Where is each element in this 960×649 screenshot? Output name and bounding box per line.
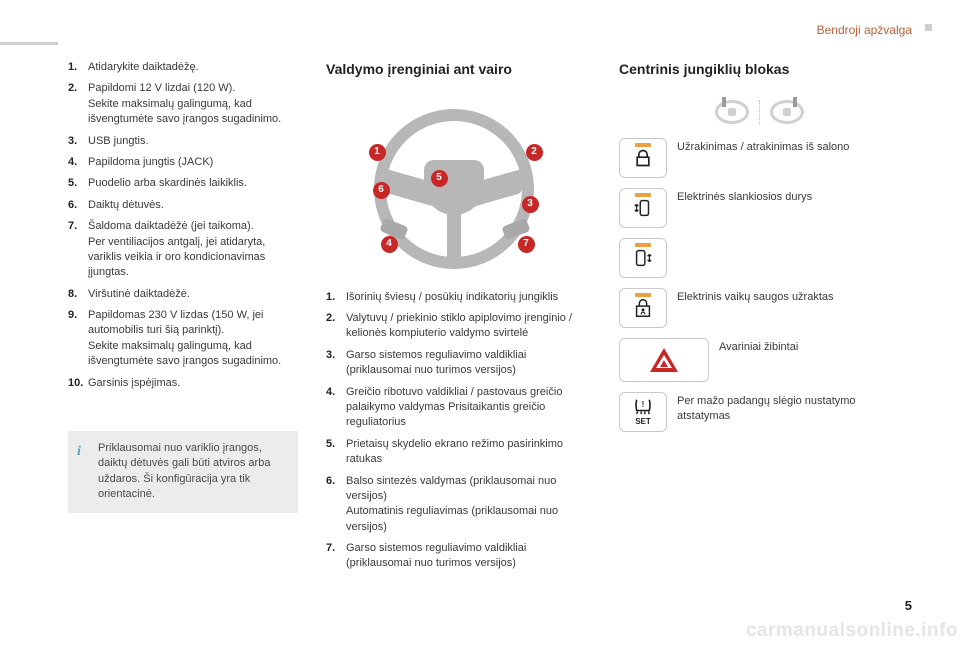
svg-text:!: !: [642, 399, 645, 408]
wheel-spoke: [447, 212, 461, 262]
callout-3: 3: [522, 196, 539, 213]
hazard-switch-icon: [619, 338, 709, 382]
steering-wheel-figure: 1 2 3 4 5 6 7: [339, 104, 579, 272]
lock-switch-icon: [619, 138, 667, 178]
list-item: 10.Garsinis įspėjimas.: [68, 376, 298, 391]
child-lock-icon: [632, 297, 654, 319]
list-item: 5.Prietaisų skydelio ekrano režimo pasir…: [326, 437, 591, 468]
page-content: 1.Atidarykite daiktadėžę. 2.Papildomi 12…: [0, 0, 960, 618]
tpms-switch-icon: ! SET: [619, 392, 667, 432]
callout-5: 5: [431, 170, 448, 187]
watermark: carmanualsonline.info: [746, 618, 958, 645]
callout-2: 2: [526, 144, 543, 161]
column-right: Centrinis jungiklių blokas Užrakinimas /…: [619, 60, 899, 578]
switch-row: [619, 238, 899, 278]
list-item: 7.Garso sistemos reguliavimo valdikliai …: [326, 541, 591, 572]
list-item: 4.Papildoma jungtis (JACK): [68, 155, 298, 170]
callout-6: 6: [373, 182, 390, 199]
van-icon: [632, 197, 654, 219]
switch-row: Elektrinės slankiosios durys: [619, 188, 899, 228]
accent-bar: [0, 42, 58, 45]
info-text: Priklausomai nuo variklio įrangos, daikt…: [98, 442, 270, 500]
list-item: 2.Papildomi 12 V lizdai (120 W). Sekite …: [68, 81, 298, 127]
divider: [759, 100, 760, 124]
section-header: Bendroji apžvalga: [817, 22, 912, 39]
mini-wheel-diagram: [619, 100, 899, 124]
tpms-set-label: SET: [635, 416, 651, 427]
list-item: 9.Papildomas 230 V lizdas (150 W, jei au…: [68, 308, 298, 370]
switch-label: Elektrinis vaikų saugos užraktas: [677, 288, 834, 305]
switches-title: Centrinis jungiklių blokas: [619, 60, 899, 80]
padlock-icon: [633, 148, 653, 168]
switch-label: Užrakinimas / atrakinimas iš salono: [677, 138, 849, 155]
column-left: 1.Atidarykite daiktadėžę. 2.Papildomi 12…: [68, 60, 298, 578]
switch-row: ! SET Per mažo padangų slėgio nustatymo …: [619, 392, 899, 432]
switch-label: Per mažo padangų slėgio nustatymo atstat…: [677, 392, 899, 425]
led-icon: [635, 243, 651, 247]
steering-title: Valdymo įrenginiai ant vairo: [326, 60, 591, 80]
list-item: 5.Puodelio arba skardinės laikiklis.: [68, 176, 298, 191]
led-icon: [635, 293, 651, 297]
list-item: 6.Balso sintezės valdymas (priklausomai …: [326, 474, 591, 536]
info-box: i Priklausomai nuo variklio įrangos, dai…: [68, 431, 298, 513]
switch-row: Avariniai žibintai: [619, 338, 899, 382]
callout-7: 7: [518, 236, 535, 253]
mini-wheel-right-icon: [770, 100, 804, 124]
list-item: 8.Viršutinė daiktadėžė.: [68, 287, 298, 302]
wheel-hub: [424, 160, 484, 215]
list-item: 2.Valytuvų / priekinio stiklo apiplovimo…: [326, 311, 591, 342]
child-lock-switch-icon: [619, 288, 667, 328]
column-middle: Valdymo įrenginiai ant vairo 1 2 3 4 5 6…: [326, 60, 591, 578]
switch-label: Elektrinės slankiosios durys: [677, 188, 812, 205]
callout-1: 1: [369, 144, 386, 161]
switch-label: Avariniai žibintai: [719, 338, 798, 355]
switch-row: Elektrinis vaikų saugos užraktas: [619, 288, 899, 328]
page-number: 5: [905, 597, 912, 615]
sliding-door-switch-2-icon: [619, 238, 667, 278]
list-item: 1.Išorinių šviesų / posūkių indikatorių …: [326, 290, 591, 305]
mini-wheel-left-icon: [715, 100, 749, 124]
list-item: 7.Šaldoma daiktadėžė (jei taikoma). Per …: [68, 219, 298, 281]
sliding-door-switch-icon: [619, 188, 667, 228]
list-item: 3.Garso sistemos reguliavimo valdikliai …: [326, 348, 591, 379]
list-item: 3.USB jungtis.: [68, 134, 298, 149]
van-icon: [632, 247, 654, 269]
hazard-triangle-icon: [650, 348, 678, 372]
info-icon: i: [77, 442, 91, 456]
header-square: [925, 24, 932, 31]
callout-4: 4: [381, 236, 398, 253]
tpms-icon: !: [632, 397, 654, 415]
switch-row: Užrakinimas / atrakinimas iš salono: [619, 138, 899, 178]
led-icon: [635, 143, 651, 147]
list-item: 1.Atidarykite daiktadėžę.: [68, 60, 298, 75]
list-item: 4.Greičio ribotuvo valdikliai / pastovau…: [326, 385, 591, 431]
list-item: 6.Daiktų dėtuvės.: [68, 198, 298, 213]
led-icon: [635, 193, 651, 197]
